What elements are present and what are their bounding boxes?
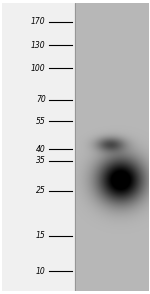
- Text: 70: 70: [36, 95, 46, 104]
- Text: 130: 130: [31, 41, 46, 50]
- Text: 55: 55: [36, 117, 46, 126]
- Text: 25: 25: [36, 186, 46, 195]
- Text: 100: 100: [31, 64, 46, 73]
- Text: 35: 35: [36, 156, 46, 166]
- Bar: [75, 3, 148, 291]
- Text: 40: 40: [36, 145, 46, 154]
- Bar: [2, 3, 75, 291]
- Text: 10: 10: [36, 267, 46, 276]
- Text: 170: 170: [31, 17, 46, 26]
- Text: 15: 15: [36, 231, 46, 240]
